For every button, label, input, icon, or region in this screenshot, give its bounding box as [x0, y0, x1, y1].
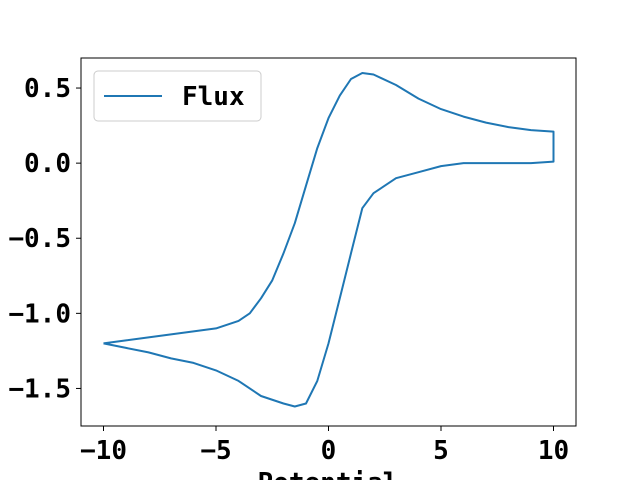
y-axis: 0.5 0.0 −0.5 −1.0 −1.5: [8, 74, 81, 404]
x-axis-title: Potential: [258, 468, 399, 480]
y-tick-label: 0.5: [24, 74, 71, 104]
x-axis: −10 −5 0 5 10: [80, 426, 569, 466]
legend: Flux: [93, 70, 262, 122]
legend-label-flux: Flux: [182, 82, 245, 112]
x-tick-label: 10: [538, 436, 569, 466]
y-tick-label: −0.5: [8, 224, 71, 254]
x-tick-label: −5: [200, 436, 231, 466]
x-tick-label: 5: [433, 436, 449, 466]
legend-box: [93, 70, 262, 122]
y-tick-label: 0.0: [24, 149, 71, 179]
series-layer: [103, 72, 555, 408]
x-tick-label: −10: [80, 436, 127, 466]
series-line-flux: [103, 72, 555, 408]
x-tick-label: 0: [321, 436, 337, 466]
y-tick-label: −1.0: [8, 299, 71, 329]
y-tick-label: −1.5: [8, 374, 71, 404]
